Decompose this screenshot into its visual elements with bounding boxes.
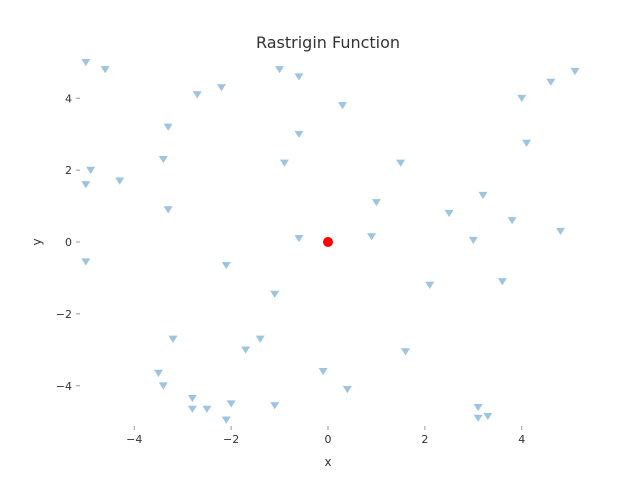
y-tick-label: 0 [65,236,72,249]
scatter-point [483,412,493,421]
y-axis-ticks: −4 −2 0 2 4 [56,92,80,393]
scatter-point [221,261,231,270]
scatter-point [556,227,565,236]
scatter-point [318,368,328,376]
scatter-point [216,84,226,92]
scatter-point [163,123,173,131]
scatter-point [153,369,163,377]
scatter-point [338,102,348,110]
scatter-point [444,209,454,218]
scatter-point [371,199,381,207]
y-tick-label: 2 [65,164,72,177]
scatter-point [187,394,197,403]
scatter-point [425,281,435,289]
scatter-point [168,335,178,343]
scatter-point [473,403,483,412]
scatter-point [270,402,280,410]
y-axis-label: y [30,238,44,245]
scatter-point [100,66,110,74]
scatter-point [255,335,265,343]
scatter-point [81,181,91,189]
global-minimum-point [323,237,333,247]
y-tick-label: −2 [56,308,72,321]
scatter-point [546,78,556,86]
scatter-point [226,400,236,408]
scatter-point [294,73,304,81]
chart-title: Rastrigin Function [256,33,400,52]
scatter-point [241,346,251,354]
scatter-point [473,414,483,422]
scatter-point [396,159,406,167]
scatter-point [81,58,91,67]
scatter-point [294,235,304,243]
y-tick-label: −4 [56,380,72,393]
scatter-point [115,177,125,185]
scatter-point [275,66,285,74]
scatter-point [342,385,352,394]
x-tick-label: 0 [325,433,332,446]
scatter-point [163,206,173,214]
scatter-point [187,405,197,413]
scatter-point [279,159,289,167]
scatter-point [367,233,377,241]
scatter-point [158,382,168,390]
data-points [81,58,580,424]
x-axis-ticks: −4 −2 0 2 4 [126,426,525,446]
scatter-point [570,67,580,76]
x-tick-label: −4 [126,433,142,446]
scatter-point [497,278,507,286]
scatter-point [294,130,304,139]
scatter-point [522,139,532,147]
scatter-point [158,155,168,164]
scatter-point [468,236,478,245]
scatter-point [221,416,231,424]
x-axis-label: x [324,455,331,469]
scatter-point [517,94,527,103]
scatter-point [401,348,410,356]
x-tick-label: −2 [223,433,239,446]
x-tick-label: 2 [421,433,428,446]
scatter-point [86,166,96,174]
x-tick-label: 4 [518,433,525,446]
scatter-point [478,191,488,200]
scatter-point [270,290,280,298]
scatter-point [202,405,212,413]
scatter-point [192,91,202,99]
y-tick-label: 4 [65,92,72,105]
scatter-point [507,217,517,225]
scatter-point [81,258,91,266]
